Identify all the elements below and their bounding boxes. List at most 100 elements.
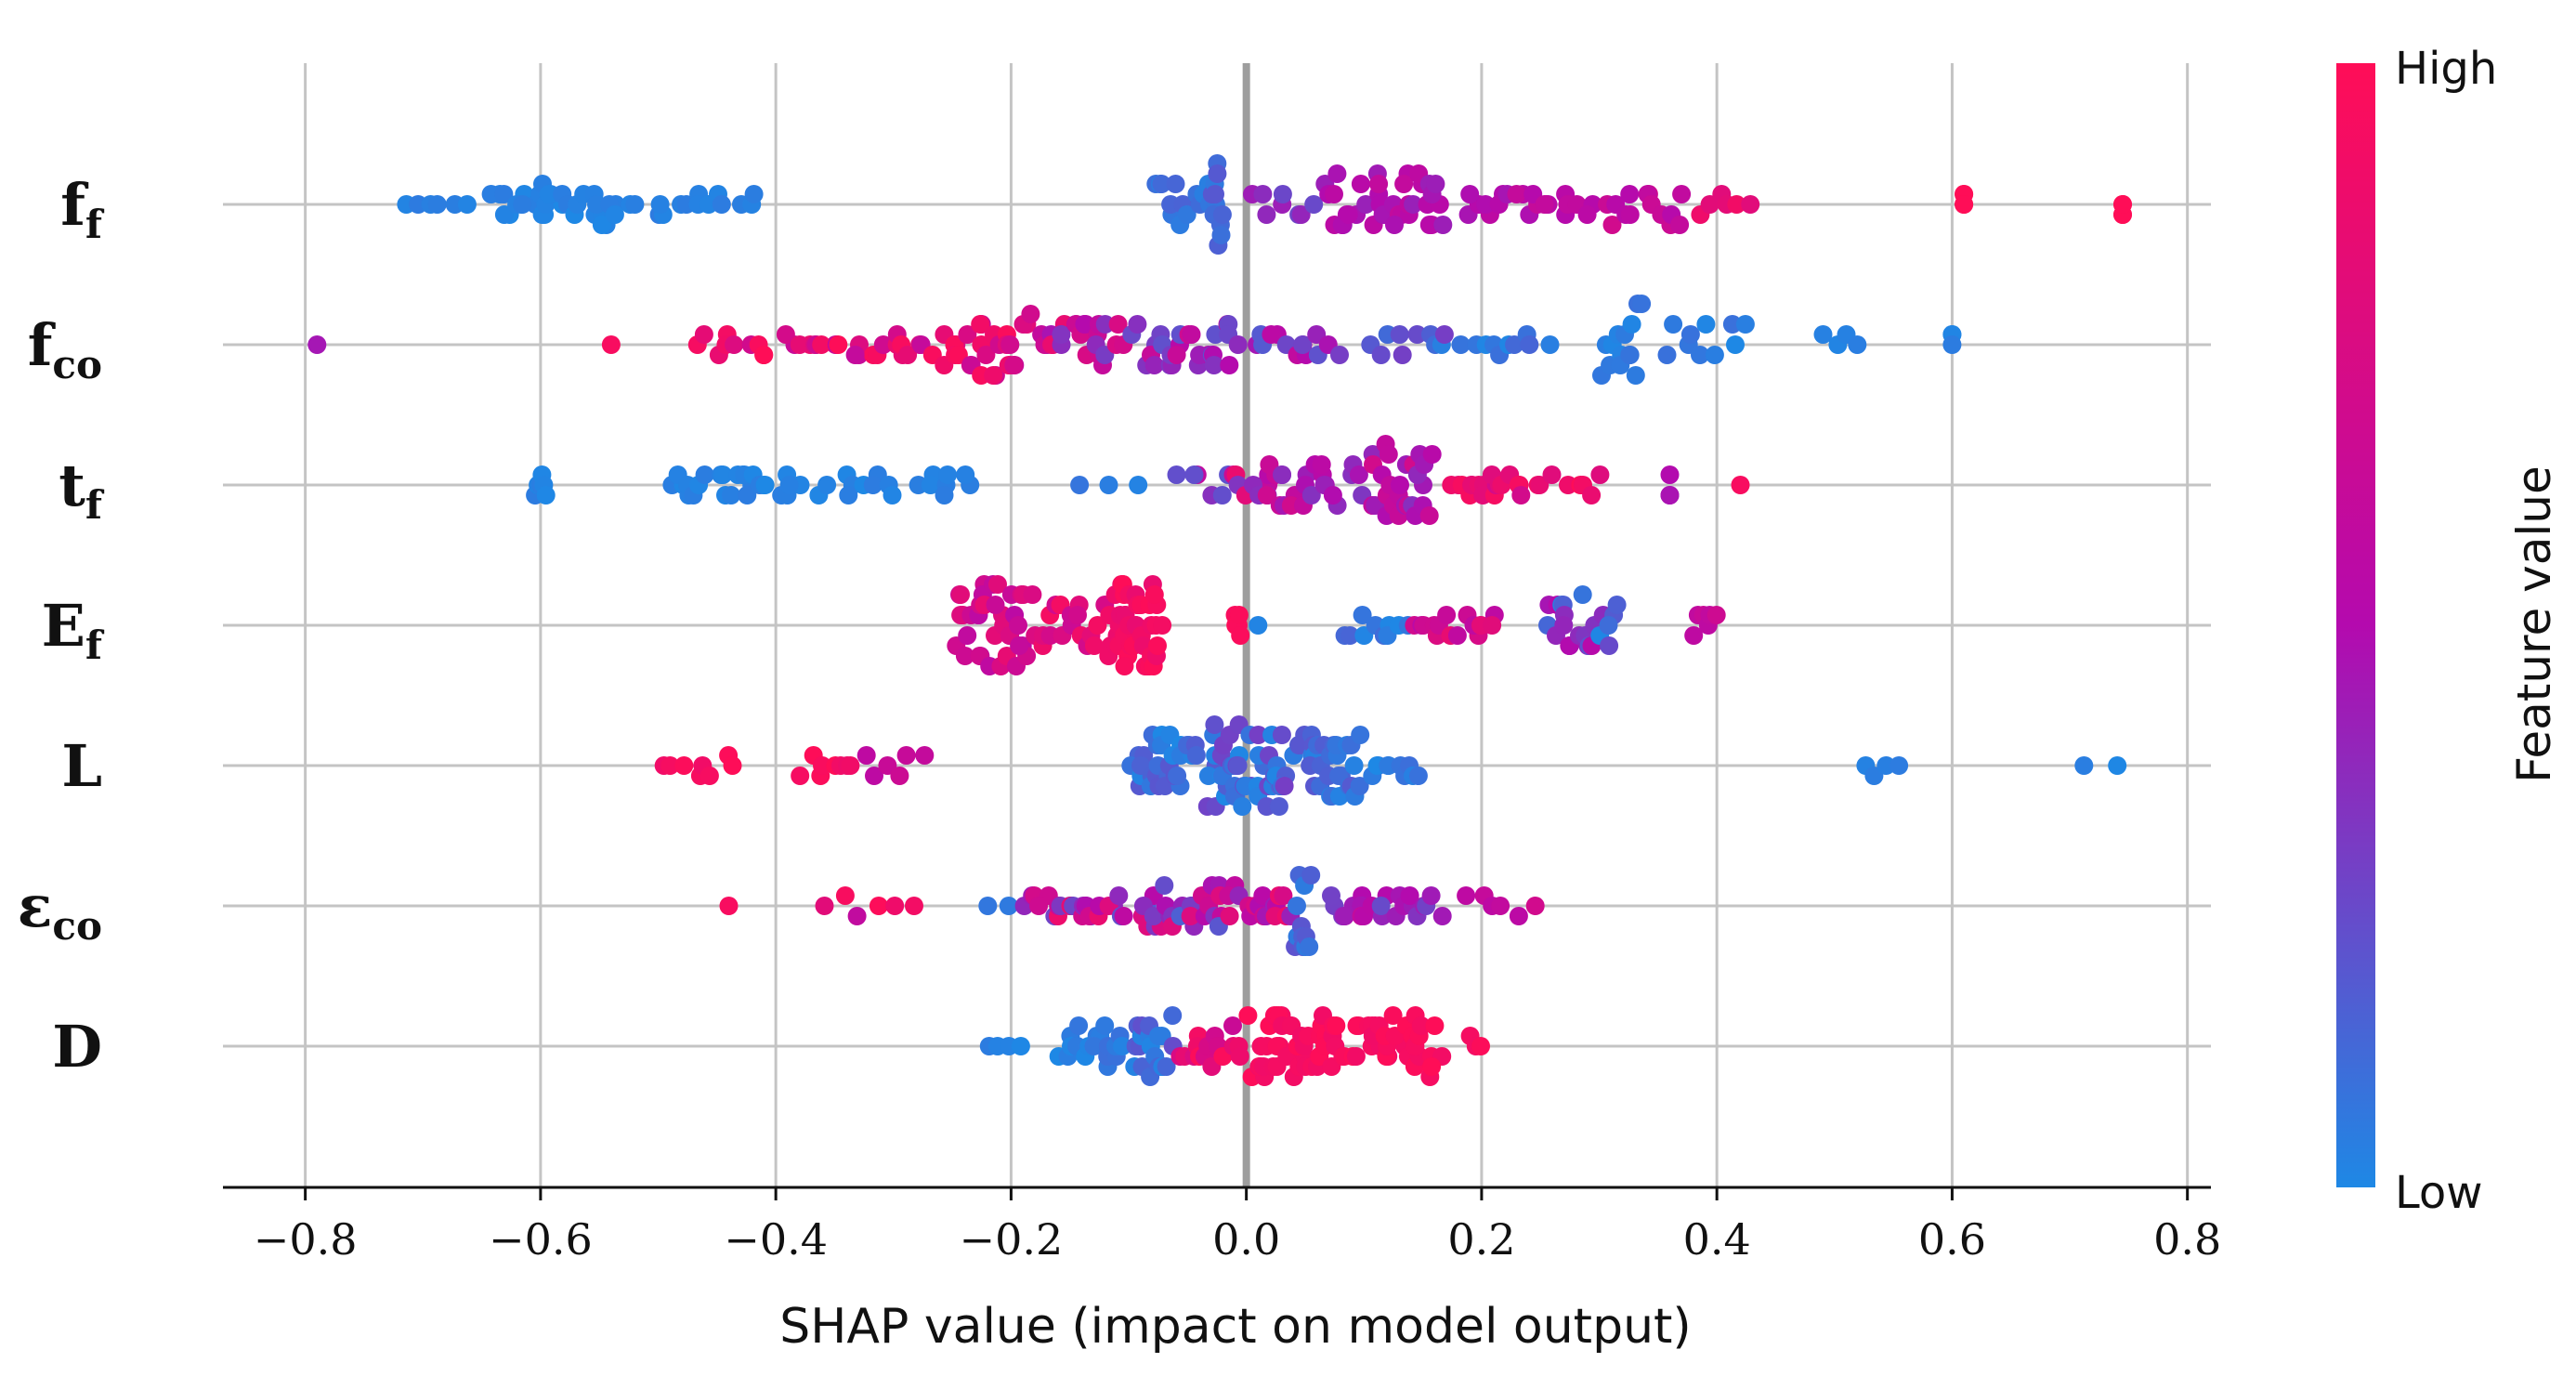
shap-point xyxy=(1274,886,1293,905)
shap-point xyxy=(841,756,860,775)
shap-point xyxy=(1323,486,1342,505)
shap-point xyxy=(1371,897,1391,915)
shap-point xyxy=(1391,476,1409,494)
shap-point xyxy=(1010,636,1029,655)
shap-point xyxy=(1009,616,1027,635)
shap-point xyxy=(1509,907,1528,925)
shap-point xyxy=(1153,616,1172,635)
shap-point xyxy=(835,886,855,905)
shap-point xyxy=(1411,1016,1431,1035)
shap-point xyxy=(1400,886,1419,905)
feature-label-subscript: f xyxy=(85,622,105,668)
shap-point xyxy=(938,465,957,484)
shap-point xyxy=(539,185,558,203)
shap-point xyxy=(1128,315,1147,334)
shap-point xyxy=(1004,356,1024,374)
feature-label-base: E xyxy=(42,592,85,660)
shap-point xyxy=(1432,907,1452,925)
shap-point xyxy=(971,315,990,334)
shap-point xyxy=(592,216,611,234)
shap-point xyxy=(817,476,837,494)
shap-point xyxy=(812,335,831,354)
shap-point xyxy=(1731,476,1750,494)
shap-point xyxy=(1223,1016,1242,1035)
shap-point xyxy=(712,195,731,214)
x-tick-label: 0.4 xyxy=(1683,1214,1751,1265)
shap-point xyxy=(1722,315,1742,334)
shap-point xyxy=(1457,886,1476,905)
shap-point xyxy=(650,195,670,214)
shap-point xyxy=(1204,356,1223,374)
shap-point xyxy=(1433,216,1453,234)
shap-point xyxy=(1599,616,1618,635)
shap-point xyxy=(779,476,799,494)
shap-point xyxy=(1660,465,1680,484)
shap-point xyxy=(674,756,694,775)
shap-point xyxy=(1273,185,1292,203)
shap-point xyxy=(1511,486,1531,505)
shap-point xyxy=(815,897,834,915)
shap-point xyxy=(1344,756,1364,775)
shap-point xyxy=(1727,195,1746,214)
shap-point xyxy=(1052,325,1071,344)
shap-point xyxy=(1220,356,1239,374)
shap-point xyxy=(754,346,774,364)
shap-point xyxy=(1670,216,1690,234)
shap-point xyxy=(1705,346,1724,364)
shap-point xyxy=(1404,195,1423,214)
shap-point xyxy=(660,756,680,775)
shap-point xyxy=(719,897,739,915)
shap-point xyxy=(1301,866,1321,885)
shap-point xyxy=(1291,205,1311,224)
feature-label-ff: ff xyxy=(60,171,105,247)
shap-point xyxy=(1075,315,1094,334)
shap-point xyxy=(1535,195,1554,214)
shap-point xyxy=(1231,626,1250,645)
shap-point xyxy=(1114,907,1133,925)
shap-point xyxy=(1394,175,1414,193)
shap-point xyxy=(1408,767,1428,785)
shap-point xyxy=(1573,585,1592,604)
shap-point xyxy=(1257,486,1276,505)
shap-point xyxy=(890,767,909,785)
shap-point xyxy=(1190,346,1210,364)
shap-point xyxy=(958,325,977,344)
shap-point xyxy=(1095,315,1115,334)
shap-point xyxy=(1942,335,1962,354)
shap-point xyxy=(1660,486,1680,505)
feature-label-L: L xyxy=(61,732,102,800)
feature-label-D: D xyxy=(52,1013,102,1081)
shap-point xyxy=(1070,476,1090,494)
shap-point xyxy=(513,195,532,214)
shap-point xyxy=(2074,756,2094,775)
shap-point xyxy=(738,486,757,505)
shap-point xyxy=(1434,325,1454,344)
shap-point xyxy=(1228,756,1248,775)
feature-label-subscript: co xyxy=(52,903,102,949)
shap-point xyxy=(1664,315,1683,334)
shap-point xyxy=(986,596,1005,614)
shap-point xyxy=(1507,185,1526,203)
shap-point xyxy=(1220,907,1239,925)
shap-point xyxy=(1491,897,1510,915)
shap-point xyxy=(1680,325,1700,344)
shap-point xyxy=(1622,315,1641,334)
colorbar-gradient xyxy=(2336,63,2375,1187)
colorbar-high-label: High xyxy=(2395,43,2497,95)
shap-point xyxy=(1230,1047,1249,1066)
shap-point xyxy=(869,897,888,915)
shap-point xyxy=(1257,205,1276,224)
shap-point xyxy=(307,335,327,354)
x-axis-title: SHAP value (impact on model output) xyxy=(779,1299,1691,1355)
shap-point xyxy=(1000,335,1020,354)
shap-point xyxy=(1735,315,1755,334)
shap-point xyxy=(863,476,883,494)
shap-point xyxy=(1108,315,1128,334)
shap-point xyxy=(1577,205,1597,224)
feature-label-base: f xyxy=(28,311,56,379)
shap-point xyxy=(1383,1006,1403,1025)
shap-point xyxy=(1095,1016,1115,1035)
shap-point xyxy=(1208,164,1227,183)
